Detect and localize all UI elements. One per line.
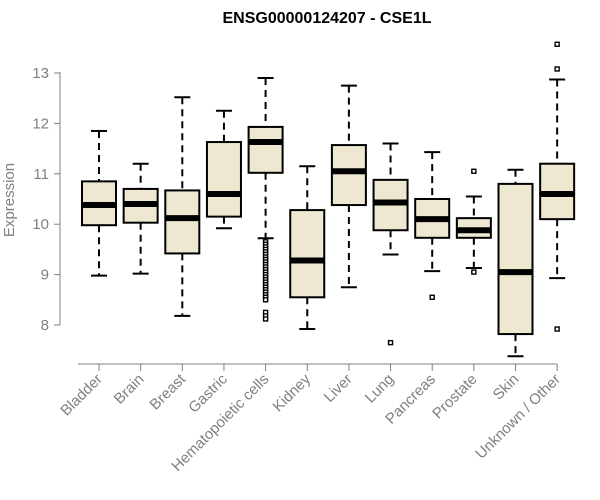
outlier-point [554, 66, 560, 72]
outlier-point [471, 168, 477, 174]
y-tick-label: 12 [32, 115, 49, 132]
box-iqr [497, 182, 534, 336]
outlier-point [471, 269, 477, 275]
box-iqr [247, 125, 284, 174]
box-brain [122, 162, 159, 275]
y-tick-label: 13 [32, 65, 49, 82]
box-skin [497, 168, 534, 358]
box-bladder [81, 129, 117, 277]
box-gastric [205, 109, 242, 230]
x-tick-label: Prostate [429, 371, 481, 423]
chart-title: ENSG00000124207 - CSE1L [222, 10, 431, 27]
box-breast [164, 96, 201, 317]
box-pancreas [414, 151, 451, 300]
outlier-point [387, 339, 394, 346]
box-liver [330, 84, 367, 289]
box-unknown-other [539, 41, 576, 332]
box-iqr [289, 209, 326, 299]
box-prostate [455, 168, 492, 275]
outlier-point [262, 316, 269, 322]
x-tick-label: Lung [362, 371, 398, 407]
box-hematopoietic-cells [247, 77, 284, 322]
box-iqr [164, 189, 201, 255]
box-iqr [330, 144, 367, 207]
y-axis-label: Expression [1, 163, 18, 237]
outlier-point [554, 326, 560, 332]
y-tick-label: 10 [32, 216, 49, 233]
x-tick-label: Liver [321, 371, 356, 406]
y-tick-label: 11 [33, 166, 49, 183]
box-lung [372, 142, 409, 346]
x-tick-label: Skin [490, 371, 523, 404]
box-iqr [205, 141, 242, 218]
y-tick-label: 8 [41, 317, 49, 334]
outlier-point [262, 297, 269, 303]
x-tick-label: Breast [146, 370, 189, 413]
x-tick-label: Kidney [270, 370, 315, 415]
x-tick-label: Bladder [57, 371, 106, 420]
boxes [81, 41, 576, 358]
outlier-point [429, 294, 435, 300]
y-ticks: 8 9 10 11 12 13 [32, 65, 60, 334]
x-tick-label: Brain [111, 371, 148, 408]
y-tick-label: 9 [41, 267, 49, 284]
outlier-point [554, 41, 560, 47]
box-kidney [289, 165, 326, 331]
